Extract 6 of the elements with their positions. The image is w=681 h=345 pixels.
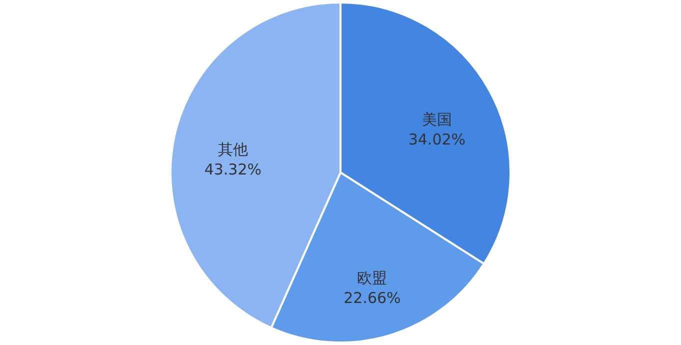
slice-label: 欧盟 bbox=[357, 268, 388, 287]
data-label: 22.66% bbox=[344, 288, 401, 307]
data-label: 43.32% bbox=[204, 160, 262, 179]
slice-label: 其他 bbox=[218, 140, 248, 159]
data-label: 34.02% bbox=[408, 130, 466, 149]
slice-label: 美国 bbox=[422, 110, 452, 129]
